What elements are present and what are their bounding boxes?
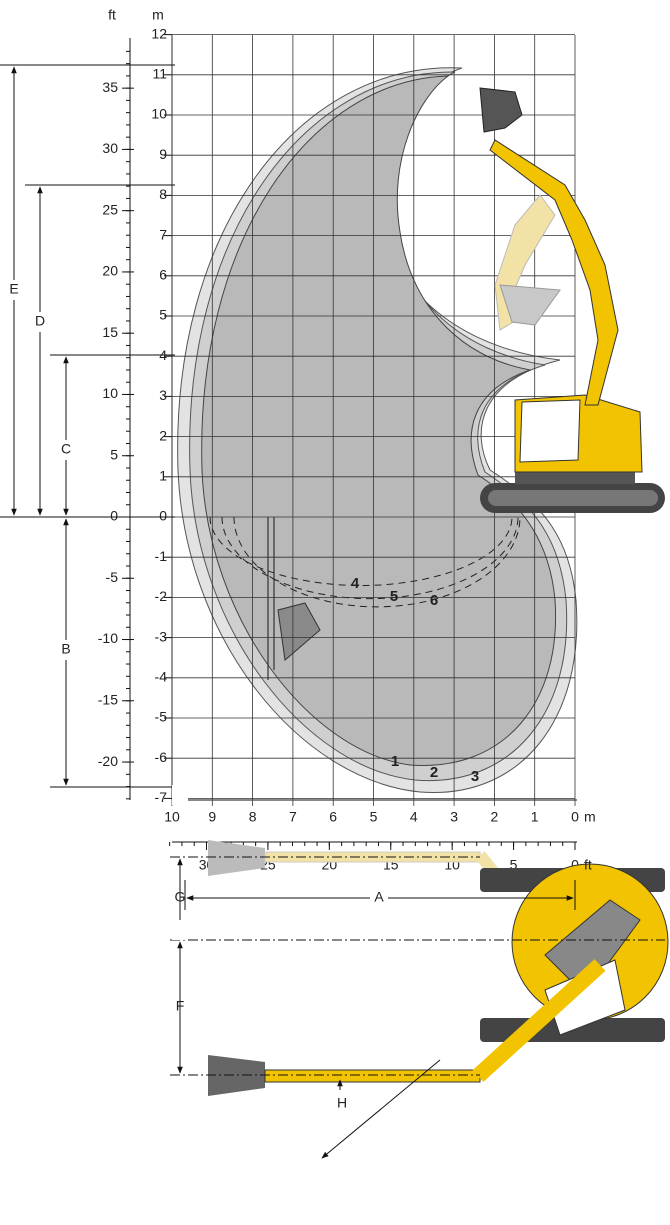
ft-tick-label: 30 [102,140,118,156]
dimension-label: F [176,998,185,1014]
dimension-label: H [337,1095,347,1111]
y-tick-label: 9 [159,146,167,162]
ft-tick-label: 20 [102,263,118,279]
ft-tick-label: 10 [102,385,118,401]
axis-unit: ft [108,7,116,23]
excavator-top [170,840,669,1159]
curve-label: 5 [390,588,398,605]
curve-label: 3 [471,768,479,785]
y-tick-label: 11 [152,66,167,82]
axis-unit: m [152,7,164,23]
y-tick-label: 8 [159,186,167,202]
x-tick-label: 4 [410,809,418,825]
ft-tick-label: -20 [98,753,118,769]
x-tick-label: 3 [450,809,458,825]
axis-unit: m [584,809,596,825]
x-tick-label: 1 [531,809,539,825]
y-tick-label: 5 [159,307,167,323]
y-tick-label: 3 [159,387,167,403]
ft-tick-label: -10 [98,630,118,646]
x-tick-label: 10 [164,809,180,825]
ft-tick-label: 15 [102,324,118,340]
x-tick-label: 0 [571,809,579,825]
working-envelopes [177,67,578,794]
y-tick-label: 1 [159,468,167,484]
y-tick-label: -6 [155,749,168,765]
x-tick-label: 6 [329,809,337,825]
dimension-label: E [9,281,18,297]
ft-tick-label: 0 [110,508,118,524]
y-tick-label: -2 [155,588,168,604]
x-tick-label: 7 [289,809,297,825]
axis-unit: ft [584,857,592,873]
dimension-label: G [175,889,186,905]
dimension-label: C [61,441,71,457]
dimension-label: A [374,889,384,905]
ft-tick-label: 5 [110,446,118,462]
ft-tick-label: -15 [98,691,118,707]
y-tick-label: -7 [155,789,168,805]
y-tick-label: 0 [159,508,167,524]
x-tick-label: 2 [491,809,499,825]
x-tick-label: 8 [249,809,257,825]
ft-tick-label: 25 [102,201,118,217]
excavator-side [479,87,665,513]
curve-label: 2 [430,764,438,781]
ft-tick-label: -5 [106,569,119,585]
y-tick-label: 7 [159,226,167,242]
y-tick-label: -1 [155,548,168,564]
dimension-label: D [35,313,45,329]
curve-label: 6 [430,592,438,609]
curve-label: 1 [391,753,399,770]
curve-label: 4 [351,575,360,592]
x-ft-tick-label: 5 [510,857,518,873]
y-tick-label: -4 [155,669,168,685]
ft-tick-label: 35 [102,79,118,95]
y-tick-label: 10 [151,106,167,122]
labels: E D C B A F G H 1 2 3 4 5 6 ft m m ft [6,7,596,1111]
y-tick-label: 12 [151,25,167,41]
y-tick-label: -5 [155,709,168,725]
x-tick-label: 9 [208,809,216,825]
y-tick-label: 6 [159,267,167,283]
y-tick-label: 2 [159,427,167,443]
dimension-label: B [61,641,70,657]
y-tick-label: -3 [155,628,168,644]
x-ft-tick-label: 0 [571,857,579,873]
x-tick-label: 5 [370,809,378,825]
